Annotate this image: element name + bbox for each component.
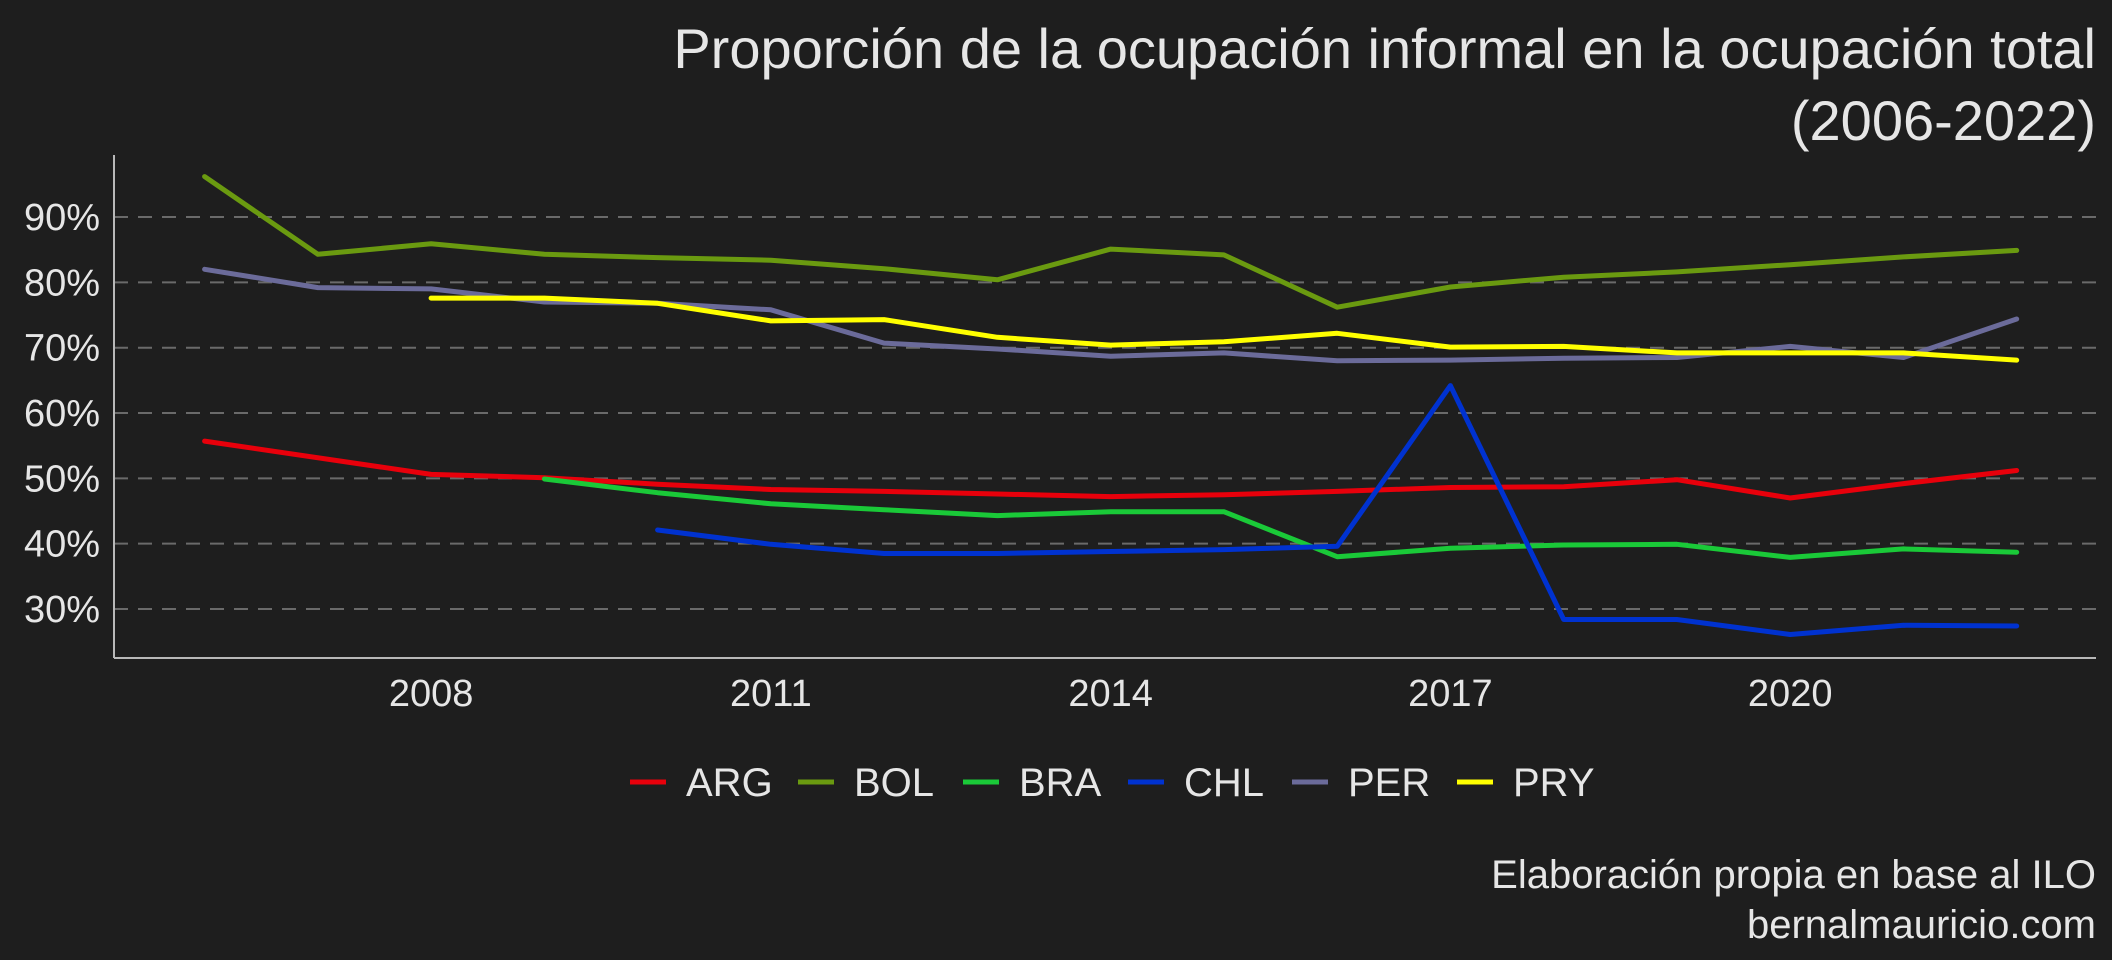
legend-label: BOL: [854, 761, 934, 805]
series-line-bol: [202, 174, 2020, 310]
y-tick-labels: 30% 40% 50% 60% 70% 80% 90%: [24, 197, 100, 631]
series-lines: [202, 174, 2020, 637]
x-tick-label: 2017: [1408, 673, 1493, 715]
y-tick-label: 70%: [24, 328, 100, 370]
legend-item-bra: BRA: [963, 761, 1102, 805]
legend-label: CHL: [1184, 761, 1264, 805]
x-tick-label: 2014: [1068, 673, 1153, 715]
x-tick-label: 2011: [730, 673, 812, 715]
caption-source: Elaboración propia en base al ILO: [1491, 853, 2096, 897]
x-tick-labels: 2008 2011 2014 2017 2020: [389, 673, 1833, 715]
series-line-pry: [428, 295, 2020, 363]
chart-subtitle: (2006-2022): [1791, 89, 2096, 152]
y-tick-label: 90%: [24, 197, 100, 239]
series-line-bra: [541, 476, 2020, 560]
y-tick-label: 30%: [24, 589, 100, 631]
axes: [113, 155, 2096, 659]
legend-label: BRA: [1019, 761, 1102, 805]
chart-title: Proporción de la ocupación informal en l…: [673, 17, 2096, 80]
series-line-chl: [655, 383, 2020, 637]
y-tick-label: 60%: [24, 393, 100, 435]
legend-item-chl: CHL: [1128, 761, 1264, 805]
y-tick-label: 50%: [24, 458, 100, 500]
x-tick-label: 2020: [1748, 673, 1833, 715]
x-tick-label: 2008: [389, 673, 474, 715]
legend-label: PER: [1348, 761, 1430, 805]
legend: ARG BOL BRA CHL PER PRY: [630, 761, 1595, 805]
grid-lines: [114, 216, 2096, 611]
y-tick-label: 40%: [24, 524, 100, 566]
y-tick-label: 80%: [24, 262, 100, 304]
legend-item-pry: PRY: [1457, 761, 1595, 805]
legend-label: ARG: [686, 761, 773, 805]
legend-label: PRY: [1513, 761, 1595, 805]
legend-item-per: PER: [1292, 761, 1430, 805]
caption-website: bernalmauricio.com: [1747, 903, 2096, 947]
legend-item-bol: BOL: [798, 761, 934, 805]
legend-item-arg: ARG: [630, 761, 773, 805]
series-line-arg: [202, 438, 2020, 501]
